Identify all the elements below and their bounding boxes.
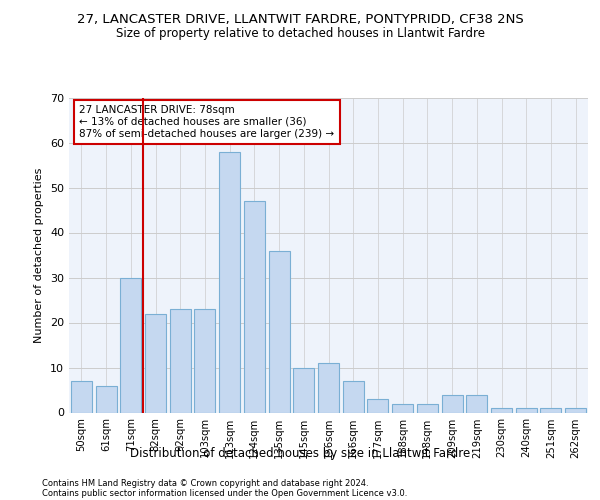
Text: Contains public sector information licensed under the Open Government Licence v3: Contains public sector information licen… [42,488,407,498]
Bar [367,399,388,412]
Bar [318,363,339,412]
Bar [392,404,413,412]
Bar [491,408,512,412]
Bar [417,404,438,412]
Bar [466,394,487,412]
Text: Distribution of detached houses by size in Llantwit Fardre: Distribution of detached houses by size … [130,448,470,460]
Bar [95,386,116,412]
Bar [541,408,562,412]
Bar [194,309,215,412]
Y-axis label: Number of detached properties: Number of detached properties [34,168,44,342]
Text: 27, LANCASTER DRIVE, LLANTWIT FARDRE, PONTYPRIDD, CF38 2NS: 27, LANCASTER DRIVE, LLANTWIT FARDRE, PO… [77,12,523,26]
Text: Contains HM Land Registry data © Crown copyright and database right 2024.: Contains HM Land Registry data © Crown c… [42,478,368,488]
Bar [293,368,314,412]
Bar [244,201,265,412]
Bar [219,152,240,412]
Bar [170,309,191,412]
Bar [516,408,537,412]
Bar [269,250,290,412]
Bar [145,314,166,412]
Bar [442,394,463,412]
Bar [565,408,586,412]
Text: Size of property relative to detached houses in Llantwit Fardre: Size of property relative to detached ho… [115,28,485,40]
Text: 27 LANCASTER DRIVE: 78sqm
← 13% of detached houses are smaller (36)
87% of semi-: 27 LANCASTER DRIVE: 78sqm ← 13% of detac… [79,106,335,138]
Bar [71,381,92,412]
Bar [343,381,364,412]
Bar [120,278,141,412]
